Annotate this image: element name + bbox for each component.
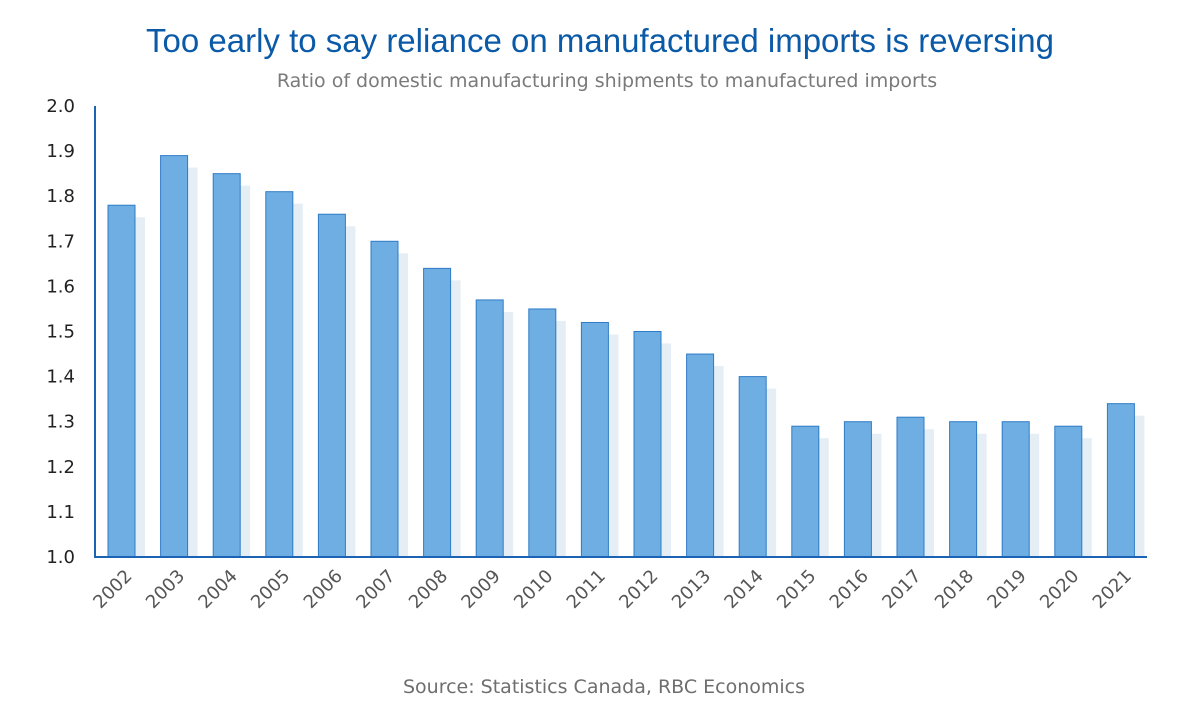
- bar-2003: [160, 155, 189, 558]
- x-tick-label: 2004: [194, 566, 241, 613]
- x-tick-label: 2016: [826, 566, 873, 613]
- x-tick-label: 2005: [247, 566, 294, 613]
- bar-2009: [475, 299, 504, 558]
- bar-2013: [686, 353, 715, 558]
- bar-2005: [265, 191, 294, 558]
- chart-source: Source: Statistics Canada, RBC Economics: [402, 676, 806, 698]
- x-tick-label: 2013: [668, 566, 715, 613]
- bar-2021: [1106, 403, 1135, 558]
- y-tick-label: 1.2: [46, 457, 75, 478]
- x-tick-label: 2019: [983, 566, 1030, 613]
- x-tick-label: 2011: [563, 566, 610, 613]
- x-tick-label: 2009: [457, 566, 504, 613]
- y-tick-label: 1.3: [46, 412, 75, 433]
- bar-2014: [738, 376, 767, 558]
- x-tick-label: 2007: [352, 566, 399, 613]
- bars: [107, 155, 1135, 558]
- bar-2002: [107, 204, 136, 558]
- y-tick-label: 1.7: [46, 231, 75, 252]
- bar-2006: [317, 213, 346, 558]
- y-tick-label: 1.8: [46, 186, 75, 207]
- x-tick-label: 2017: [878, 566, 925, 613]
- x-tick-label: 2021: [1089, 566, 1136, 613]
- bar-2017: [896, 416, 925, 558]
- x-tick-label: 2015: [773, 566, 820, 613]
- y-tick-label: 1.6: [46, 276, 75, 297]
- x-tick-label: 2014: [720, 566, 767, 613]
- bar-2015: [791, 425, 820, 558]
- bar-2016: [843, 421, 872, 558]
- x-tick-label: 2003: [142, 566, 189, 613]
- bar-2007: [370, 240, 399, 558]
- bar-2019: [1001, 421, 1030, 558]
- y-tick-label: 1.1: [46, 502, 75, 523]
- bar-2020: [1054, 425, 1083, 558]
- bar-2008: [423, 267, 452, 558]
- bar-2011: [580, 321, 609, 558]
- bar-2018: [949, 421, 978, 558]
- y-tick-label: 1.9: [46, 141, 75, 162]
- y-axis-ticks: 1.0 1.1 1.2 1.3 1.4 1.5 1.6 1.7 1.8 1.9 2.0: [46, 96, 75, 568]
- y-tick-label: 1.4: [46, 367, 75, 388]
- x-tick-label: 2012: [615, 566, 662, 613]
- x-tick-label: 2018: [931, 566, 978, 613]
- bar-2010: [528, 308, 557, 558]
- x-axis-ticks: 2002 2003 2004 2005 2006 2007 2008 2009 2010 2011…: [89, 566, 1136, 613]
- x-tick-label: 2010: [510, 566, 557, 613]
- y-tick-label: 1.0: [46, 547, 75, 568]
- x-tick-label: 2020: [1036, 566, 1083, 613]
- x-tick-label: 2006: [300, 566, 347, 613]
- y-tick-label: 2.0: [46, 96, 75, 117]
- x-tick-label: 2008: [405, 566, 452, 613]
- bar-2004: [212, 173, 241, 558]
- chart-title: Too early to say reliance on manufacture…: [146, 22, 1054, 59]
- y-tick-label: 1.5: [46, 322, 75, 343]
- x-tick-label: 2002: [89, 566, 136, 613]
- bar-2012: [633, 331, 662, 558]
- chart-subtitle: Ratio of domestic manufacturing shipment…: [276, 70, 938, 92]
